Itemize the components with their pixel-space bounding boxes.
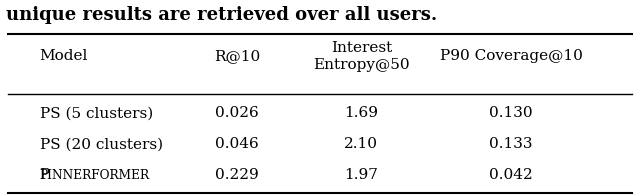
Text: 0.229: 0.229: [215, 168, 259, 182]
Text: P: P: [40, 168, 50, 182]
Text: 1.69: 1.69: [344, 106, 378, 121]
Text: 1.97: 1.97: [344, 168, 378, 182]
Text: 0.042: 0.042: [490, 168, 533, 182]
Text: Model: Model: [40, 49, 88, 64]
Text: PS (5 clusters): PS (5 clusters): [40, 106, 153, 121]
Text: Interest
Entropy@50: Interest Entropy@50: [313, 41, 410, 72]
Text: R@10: R@10: [214, 49, 260, 64]
Text: P90 Coverage@10: P90 Coverage@10: [440, 49, 582, 64]
Text: PS (20 clusters): PS (20 clusters): [40, 137, 163, 151]
Text: unique results are retrieved over all users.: unique results are retrieved over all us…: [6, 6, 438, 24]
Text: 0.130: 0.130: [490, 106, 533, 121]
Text: 2.10: 2.10: [344, 137, 378, 151]
Text: 0.026: 0.026: [215, 106, 259, 121]
Text: 0.046: 0.046: [215, 137, 259, 151]
Text: 0.133: 0.133: [490, 137, 533, 151]
Text: PINNERFORMER: PINNERFORMER: [40, 169, 150, 182]
